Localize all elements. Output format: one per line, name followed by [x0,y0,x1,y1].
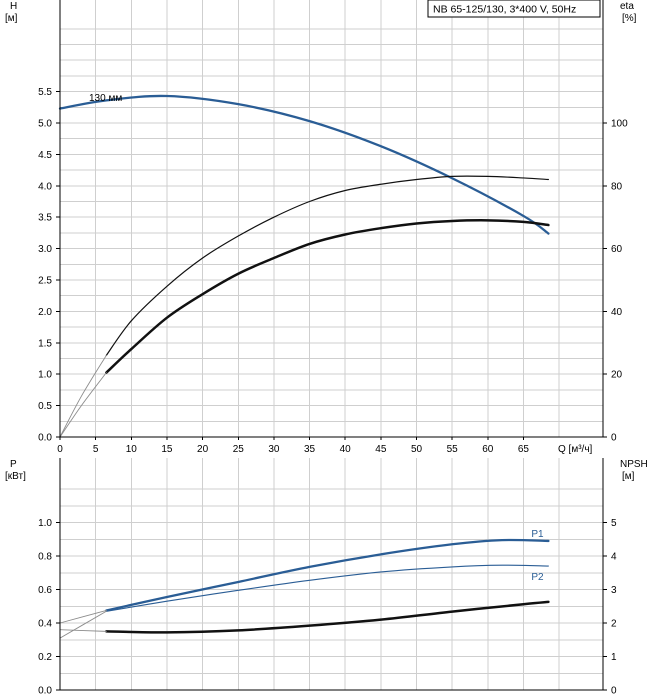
left-tick-label: 0.0 [38,686,52,697]
curve-thick-black [105,600,550,634]
text-layer: NB 65-125/130, 3*400 V, 50Hz 0.0 0.5 1.0 1.… [5,0,648,697]
chart-title: NB 65-125/130, 3*400 V, 50Hz [433,4,576,16]
x-tick-label: 60 [482,444,494,455]
x-tick-label: 55 [447,444,459,455]
right-tick-label: 80 [611,181,623,192]
title-box [427,0,601,18]
right-axis-unit: [%] [622,13,637,24]
right-tick-label: 40 [611,307,623,318]
impeller-annotation: 130 мм [89,93,122,104]
axis-layer [56,0,607,691]
curve-thin-gray-ext [59,629,107,632]
left-tick-label: 2.5 [38,276,52,287]
left-tick-label: 0.6 [38,585,52,596]
right-tick-label: 1 [611,652,617,663]
left-tick-label: 1.0 [38,370,52,381]
left-tick-label: 0.8 [38,552,52,563]
left-tick-label: 1.5 [38,338,52,349]
curve-layer [58,94,550,639]
x-tick-label: 50 [411,444,423,455]
right-tick-label: 2 [611,619,617,630]
left-tick-label: 0.5 [38,401,52,412]
curve-thin-gray-ext [59,609,107,624]
x-tick-label: 65 [518,444,530,455]
right-tick-label: 20 [611,370,623,381]
right-axis-unit: [м] [622,471,635,482]
series-label-p2: P2 [531,572,544,583]
left-tick-label: 5.0 [38,119,52,130]
curve-p1 [105,538,550,612]
x-axis-label: Q [м³/ч] [558,444,593,455]
left-tick-label: 0.4 [38,619,52,630]
x-tick-label: 5 [93,444,99,455]
left-tick-label: 3.0 [38,244,52,255]
x-tick-label: 10 [126,444,138,455]
x-tick-label: 45 [375,444,387,455]
curve-thin-gray-ext [59,610,107,639]
right-axis-label: eta [620,1,634,12]
right-tick-label: 5 [611,518,617,529]
left-axis-unit: [кВт] [5,471,26,482]
left-tick-label: 4.0 [38,181,52,192]
right-tick-label: 0 [611,686,617,697]
right-axis-label: NPSH [620,459,648,470]
left-tick-label: 1.0 [38,518,52,529]
left-axis-label: H [10,1,17,12]
left-tick-label: 0.0 [38,433,52,444]
left-tick-label: 5.5 [38,87,52,98]
curve-thick-black [105,219,550,374]
x-tick-label: 25 [233,444,245,455]
left-axis-label: P [10,459,17,470]
right-tick-label: 4 [611,552,617,563]
curve-thin-gray-ext [59,372,107,438]
right-tick-label: 100 [611,119,628,130]
x-tick-label: 15 [161,444,173,455]
curve-thin-gray-ext [59,354,107,438]
x-tick-label: 0 [57,444,63,455]
curve-thick-blue [58,94,550,235]
x-tick-label: 40 [340,444,352,455]
left-tick-label: 3.5 [38,213,52,224]
curve-thin-black [105,175,549,356]
grid-layer [60,0,603,690]
left-tick-label: 2.0 [38,307,52,318]
left-tick-label: 0.2 [38,652,52,663]
curve-p2 [105,564,549,612]
left-tick-label: 4.5 [38,150,52,161]
x-tick-label: 20 [197,444,209,455]
x-tick-label: 35 [304,444,316,455]
right-tick-label: 3 [611,585,617,596]
series-label-p1: P1 [531,529,544,540]
right-tick-label: 0 [611,433,617,444]
right-tick-label: 60 [611,244,623,255]
left-axis-unit: [м] [5,13,18,24]
x-tick-label: 30 [268,444,280,455]
